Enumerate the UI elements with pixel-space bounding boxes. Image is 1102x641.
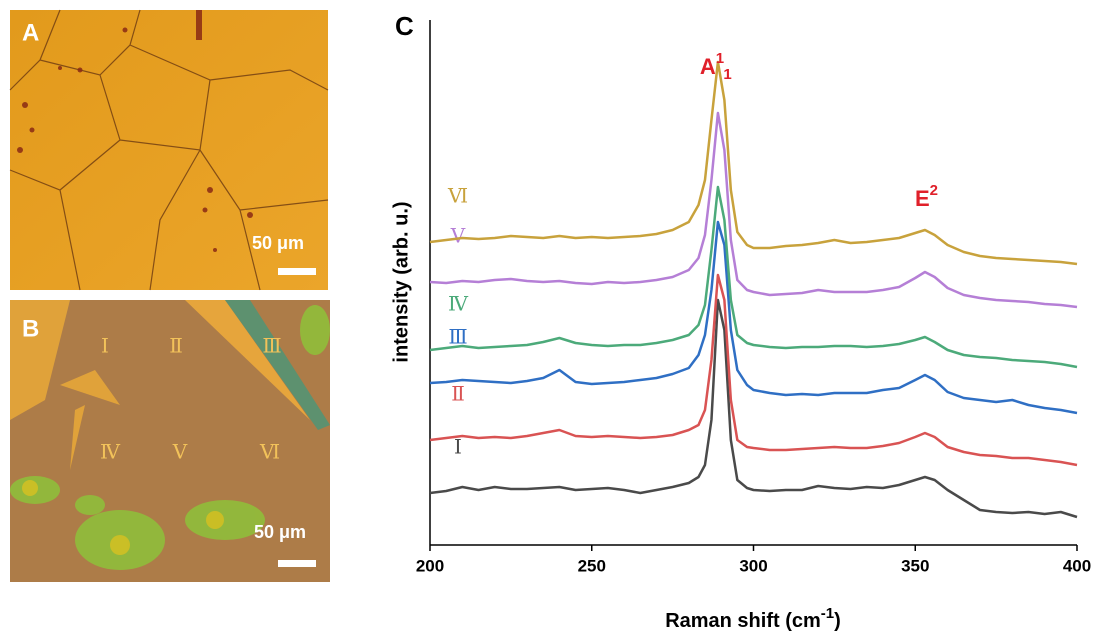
scale-bar: [278, 560, 316, 567]
chart: C intensity (arb. u.) Raman shift (cm-1)…: [390, 11, 1091, 632]
region-label: Ⅳ: [100, 440, 121, 464]
series-label: Ⅵ: [447, 184, 468, 208]
x-axis-label: Raman shift (cm-1): [665, 605, 841, 632]
panel-label: B: [22, 315, 39, 342]
series-label: Ⅱ: [451, 382, 465, 406]
spectrum-line: [429, 111, 1078, 309]
region-label: Ⅱ: [169, 334, 183, 358]
peak-label-part: 1: [716, 50, 724, 67]
x-tick-label: 400: [1063, 556, 1091, 575]
peak-label-part: A: [700, 54, 716, 79]
series-label: Ⅲ: [448, 325, 467, 349]
micrograph-b: B Ⅰ Ⅱ Ⅲ Ⅳ Ⅴ Ⅵ 50 μm: [10, 300, 330, 582]
region-label: Ⅰ: [101, 334, 109, 358]
scale-bar-label: 50 μm: [252, 233, 304, 253]
peak-label: E2: [915, 182, 938, 211]
x-tick-label: 250: [578, 556, 606, 575]
series-label: Ⅰ: [454, 435, 462, 459]
scale-bar-label: 50 μm: [254, 522, 306, 542]
region-label: Ⅴ: [172, 440, 188, 464]
micrograph-a: A 50 μm: [9, 9, 329, 291]
spectrum-line: [429, 273, 1078, 467]
panel-label: C: [395, 11, 414, 41]
x-tick-label: 200: [416, 556, 444, 575]
x-tick-label: 350: [901, 556, 929, 575]
series-label: Ⅴ: [450, 224, 466, 248]
spectrum-line: [429, 298, 1078, 519]
x-axis-label-sup: -1: [821, 605, 834, 622]
x-axis-label-end: ): [834, 610, 841, 632]
peak-label-part: 2: [930, 182, 938, 199]
region-label: Ⅵ: [259, 440, 280, 464]
series-label: Ⅳ: [448, 292, 469, 316]
x-tick-label: 300: [739, 556, 767, 575]
scale-bar: [278, 268, 316, 275]
panel-label: A: [22, 19, 39, 46]
y-axis-label: intensity (arb. u.): [390, 201, 412, 362]
spectrum-line: [429, 60, 1078, 266]
x-axis-label-text: Raman shift (cm: [665, 610, 821, 632]
spectrum-line: [429, 185, 1078, 369]
spectrum-line: [429, 220, 1078, 415]
peak-label-part: E: [915, 186, 930, 211]
region-label: Ⅲ: [262, 334, 281, 358]
peak-label: A11: [700, 50, 732, 83]
peak-label-part: 1: [723, 66, 731, 83]
